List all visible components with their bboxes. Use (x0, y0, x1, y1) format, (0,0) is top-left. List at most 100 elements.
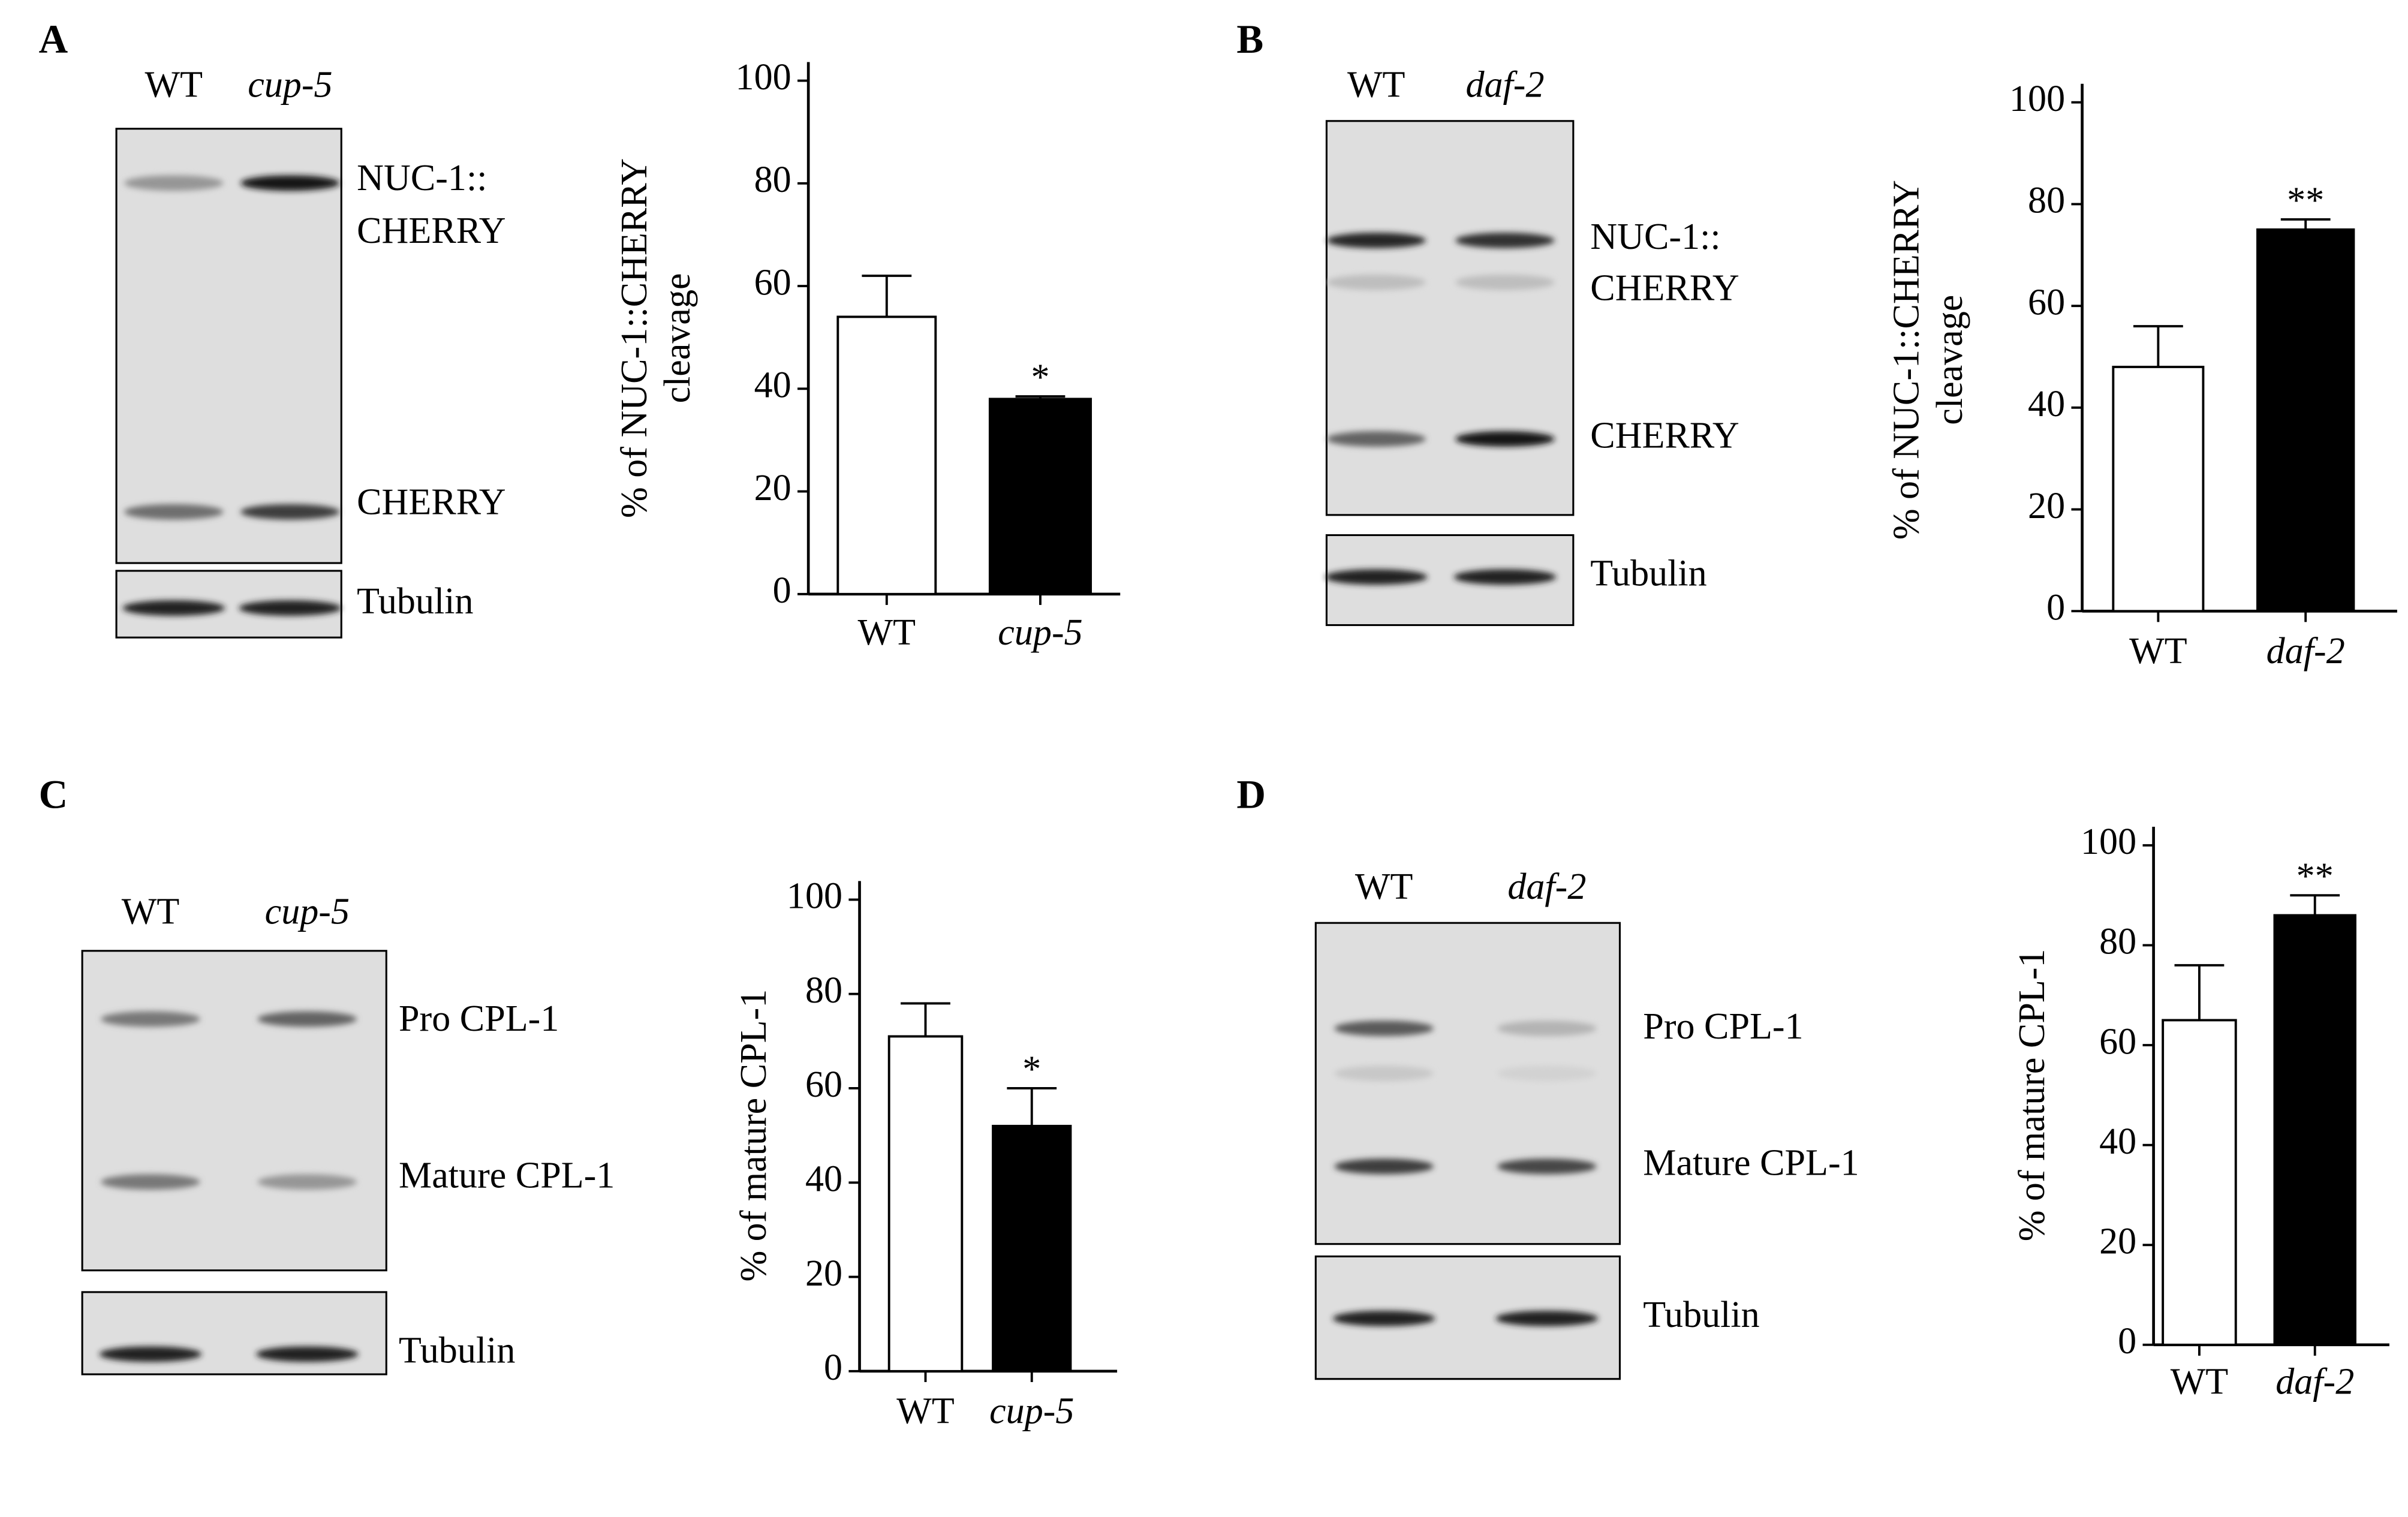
bar (2273, 914, 2356, 1346)
y-tick-label: 100 (2009, 79, 2065, 119)
bar (2112, 366, 2205, 613)
band-label: CHERRY (1590, 268, 1739, 309)
blot-membrane (81, 1291, 387, 1375)
y-tick-label: 40 (2099, 1121, 2136, 1162)
y-axis-label: % of mature CPL-1 (2012, 949, 2052, 1241)
y-tick-label: 100 (787, 876, 842, 917)
loading-label: Tubulin (1590, 553, 1706, 594)
y-axis-label: % of mature CPL-1 (733, 989, 774, 1282)
x-tick-label: daf-2 (2275, 1361, 2354, 1402)
blot-band (101, 1174, 200, 1190)
y-tick-label: 100 (2081, 821, 2136, 862)
band-label: Mature CPL-1 (1643, 1143, 1859, 1184)
lane-label: cup-5 (265, 892, 350, 932)
y-tick-label: 0 (2118, 1321, 2136, 1362)
blot-band (1334, 1158, 1434, 1175)
x-tick-label: cup-5 (998, 612, 1082, 653)
blot-membrane (81, 950, 387, 1272)
blot-band (240, 175, 340, 191)
blot-band (1497, 1158, 1597, 1175)
y-tick-label: 80 (2028, 180, 2065, 221)
bar (836, 315, 937, 595)
bar (992, 1124, 1072, 1372)
y-tick-label: 80 (2099, 922, 2136, 962)
lane-label: WT (122, 892, 180, 932)
significance: * (1022, 1049, 1041, 1089)
blot-band (124, 504, 224, 520)
bar (2256, 228, 2355, 613)
blot-band (257, 1174, 357, 1190)
y-tick-label: 60 (805, 1064, 842, 1105)
loading-label: Tubulin (1643, 1295, 1759, 1335)
blot-band (1455, 431, 1555, 447)
blot-band (255, 1346, 359, 1362)
blot-band (1453, 569, 1557, 585)
blot-band (1495, 1310, 1599, 1326)
blot-band (122, 600, 225, 616)
blot-band (1497, 1021, 1597, 1037)
band-label: NUC-1:: (357, 158, 487, 198)
lane-label: daf-2 (1465, 65, 1544, 106)
blot-band (1332, 1310, 1435, 1326)
y-axis-label: cleavage (657, 273, 698, 403)
blot-band (1455, 274, 1555, 290)
band-label: Pro CPL-1 (399, 998, 559, 1039)
lane-label: WT (1355, 866, 1413, 907)
y-tick-label: 60 (754, 262, 791, 303)
y-axis-label: % of NUC-1::CHERRY (1886, 180, 1927, 540)
significance: ** (2296, 856, 2334, 897)
blot-band (1334, 1021, 1434, 1037)
y-tick-label: 80 (754, 159, 791, 200)
y-tick-label: 20 (2099, 1221, 2136, 1262)
y-tick-label: 0 (824, 1347, 842, 1388)
significance: * (1031, 357, 1049, 398)
panel-letter: B (1236, 17, 1263, 62)
bar (2162, 1019, 2237, 1346)
blot-band (1497, 1065, 1597, 1082)
y-tick-label: 20 (754, 468, 791, 508)
panel-letter: C (39, 772, 68, 817)
x-tick-label: daf-2 (2266, 631, 2345, 672)
loading-label: Tubulin (399, 1331, 515, 1371)
band-label: NUC-1:: (1590, 216, 1720, 257)
x-tick-label: WT (2129, 631, 2187, 672)
lane-label: WT (145, 65, 203, 106)
y-tick-label: 40 (754, 365, 791, 406)
bar (988, 398, 1092, 595)
blot-band (240, 504, 340, 520)
blot-band (1326, 233, 1426, 248)
panel-letter: A (39, 17, 68, 62)
y-tick-label: 0 (773, 570, 791, 611)
y-axis-label: % of NUC-1::CHERRY (614, 158, 655, 518)
blot-band (1326, 431, 1426, 447)
significance: ** (2287, 180, 2324, 221)
y-tick-label: 60 (2028, 282, 2065, 323)
lane-label: WT (1347, 65, 1405, 106)
blot-membrane (115, 128, 342, 564)
blot-band (1326, 274, 1426, 290)
lane-label: cup-5 (248, 65, 332, 106)
y-tick-label: 60 (2099, 1021, 2136, 1062)
y-tick-label: 0 (2046, 587, 2065, 628)
y-tick-label: 40 (2028, 384, 2065, 425)
blot-band (1325, 569, 1428, 585)
blot-band (239, 600, 342, 616)
blot-band (124, 175, 224, 191)
lane-label: daf-2 (1507, 866, 1586, 907)
blot-membrane (1314, 922, 1621, 1245)
band-label: Mature CPL-1 (399, 1155, 615, 1196)
blot-band (1455, 233, 1555, 248)
x-tick-label: cup-5 (989, 1391, 1074, 1432)
x-tick-label: WT (858, 612, 916, 653)
y-tick-label: 80 (805, 970, 842, 1011)
blot-band (257, 1011, 357, 1027)
y-axis-label: cleavage (1930, 295, 1970, 425)
band-label: CHERRY (357, 482, 505, 523)
x-tick-label: WT (2171, 1361, 2229, 1402)
band-label: CHERRY (1590, 415, 1739, 456)
blot-band (101, 1011, 200, 1027)
blot-band (1334, 1065, 1434, 1082)
band-label: CHERRY (357, 210, 505, 251)
loading-label: Tubulin (357, 581, 473, 622)
y-tick-label: 40 (805, 1159, 842, 1200)
